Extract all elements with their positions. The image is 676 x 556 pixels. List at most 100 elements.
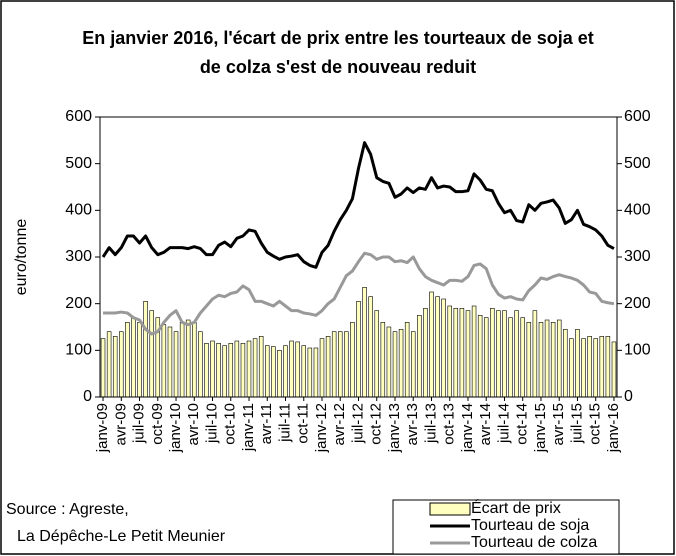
chart-title: En janvier 2016, l'écart de prix entre l… — [82, 28, 594, 77]
bar — [258, 336, 264, 398]
bar — [459, 308, 465, 398]
bar — [410, 331, 416, 398]
bar — [161, 324, 167, 398]
bar — [435, 296, 440, 398]
x-tick-label: oct-09 — [149, 403, 166, 445]
bar — [356, 301, 361, 398]
x-tick-label: avr-11 — [258, 403, 275, 444]
bar — [246, 340, 252, 398]
bar — [398, 329, 404, 398]
bar — [198, 331, 203, 398]
x-tick-label: juil-10 — [203, 403, 220, 444]
y2-tick-label: 400 — [624, 202, 651, 219]
y2-tick-label: 0 — [624, 388, 633, 405]
bar — [222, 345, 227, 398]
bar — [465, 310, 471, 398]
bar — [538, 322, 544, 398]
bar — [526, 322, 532, 398]
x-tick-label: avr-15 — [550, 403, 567, 446]
bar — [331, 331, 337, 398]
bar — [137, 322, 142, 398]
x-tick-label: janv-13 — [386, 403, 403, 453]
x-tick-label: avr-12 — [331, 403, 348, 446]
bar — [429, 291, 434, 398]
x-tick-label: oct-15 — [587, 403, 604, 445]
y-tick-label: 400 — [65, 202, 92, 219]
y-tick-label: 500 — [65, 155, 92, 172]
y2-tick-label: 600 — [624, 108, 651, 125]
bar — [179, 322, 185, 398]
bar — [502, 310, 507, 398]
y2-tick-label: 200 — [624, 295, 651, 312]
x-tick-label: avr-14 — [477, 403, 494, 446]
bar — [271, 346, 276, 398]
x-tick-label: janv-15 — [532, 403, 549, 453]
x-tick-label: juil-11 — [276, 403, 293, 443]
bar — [386, 326, 392, 398]
x-tick-label: oct-11 — [295, 403, 312, 444]
bar — [544, 319, 550, 398]
x-tick-label: avr-09 — [112, 403, 129, 446]
source: La Dépêche-Le Petit Meunier — [17, 528, 226, 545]
bar — [581, 338, 586, 398]
bar — [532, 310, 538, 398]
bar — [338, 331, 343, 398]
bar — [167, 326, 173, 398]
x-tick-label: janv-16 — [605, 403, 622, 453]
bar — [368, 296, 373, 398]
bar — [441, 298, 446, 398]
bar — [252, 338, 258, 398]
bar — [112, 336, 118, 398]
y-axis-label: euro/tonne — [13, 219, 30, 296]
bar — [550, 322, 556, 398]
x-tick-label: juil-12 — [349, 403, 366, 444]
bar — [210, 340, 215, 398]
bar — [131, 317, 136, 398]
bar — [569, 338, 574, 398]
bar — [362, 287, 367, 398]
legend-label: Écart de prix — [471, 498, 561, 517]
bar — [228, 343, 234, 398]
bar — [173, 331, 179, 398]
bar — [380, 322, 386, 398]
x-tick-label: oct-12 — [368, 403, 385, 445]
bar — [563, 329, 568, 398]
bar — [593, 338, 598, 398]
y2-tick-label: 300 — [624, 248, 651, 265]
legend-swatch — [429, 502, 471, 516]
x-tick-label: avr-13 — [404, 403, 421, 446]
bar — [319, 338, 325, 398]
x-tick-label: juil-13 — [422, 403, 439, 444]
bar — [423, 308, 428, 398]
bar — [404, 322, 410, 398]
bar — [301, 345, 307, 398]
bar — [477, 315, 483, 398]
bar — [313, 347, 319, 398]
bar — [453, 308, 459, 398]
bar — [508, 317, 513, 398]
bar — [149, 310, 154, 398]
bar — [185, 319, 191, 398]
x-tick-label: janv-10 — [167, 403, 184, 453]
bar — [106, 331, 112, 398]
bar — [283, 345, 288, 398]
bar — [240, 343, 246, 398]
bar — [125, 322, 130, 398]
x-tick-label: janv-12 — [313, 403, 330, 453]
x-tick-label: oct-10 — [222, 403, 239, 445]
y-tick-label: 100 — [65, 342, 92, 359]
line — [101, 141, 615, 269]
bar — [599, 336, 605, 398]
bar — [265, 345, 270, 398]
bar — [496, 310, 501, 398]
bar — [374, 310, 379, 398]
bar — [417, 315, 422, 398]
legend-label: Tourteau de soja — [471, 517, 589, 534]
bar — [344, 331, 349, 398]
bar — [483, 317, 489, 398]
bar — [100, 338, 106, 398]
bar — [447, 305, 452, 398]
bar — [490, 308, 495, 398]
